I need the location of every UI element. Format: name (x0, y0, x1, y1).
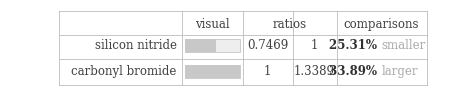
Text: ratios: ratios (273, 18, 307, 31)
Bar (185, 65, 240, 78)
Text: 25.31%: 25.31% (329, 39, 382, 52)
Bar (185, 65, 240, 78)
Text: carbonyl bromide: carbonyl bromide (72, 65, 177, 78)
Bar (185, 39, 216, 52)
Text: 33.89%: 33.89% (329, 65, 382, 78)
Text: 1: 1 (264, 65, 272, 78)
Text: smaller: smaller (382, 39, 426, 52)
Text: visual: visual (195, 18, 230, 31)
Text: comparisons: comparisons (344, 18, 419, 31)
Text: silicon nitride: silicon nitride (95, 39, 177, 52)
Text: 0.7469: 0.7469 (247, 39, 288, 52)
Text: 1.3389: 1.3389 (294, 65, 335, 78)
Bar (185, 39, 240, 52)
Text: larger: larger (382, 65, 418, 78)
Text: 1: 1 (311, 39, 318, 52)
